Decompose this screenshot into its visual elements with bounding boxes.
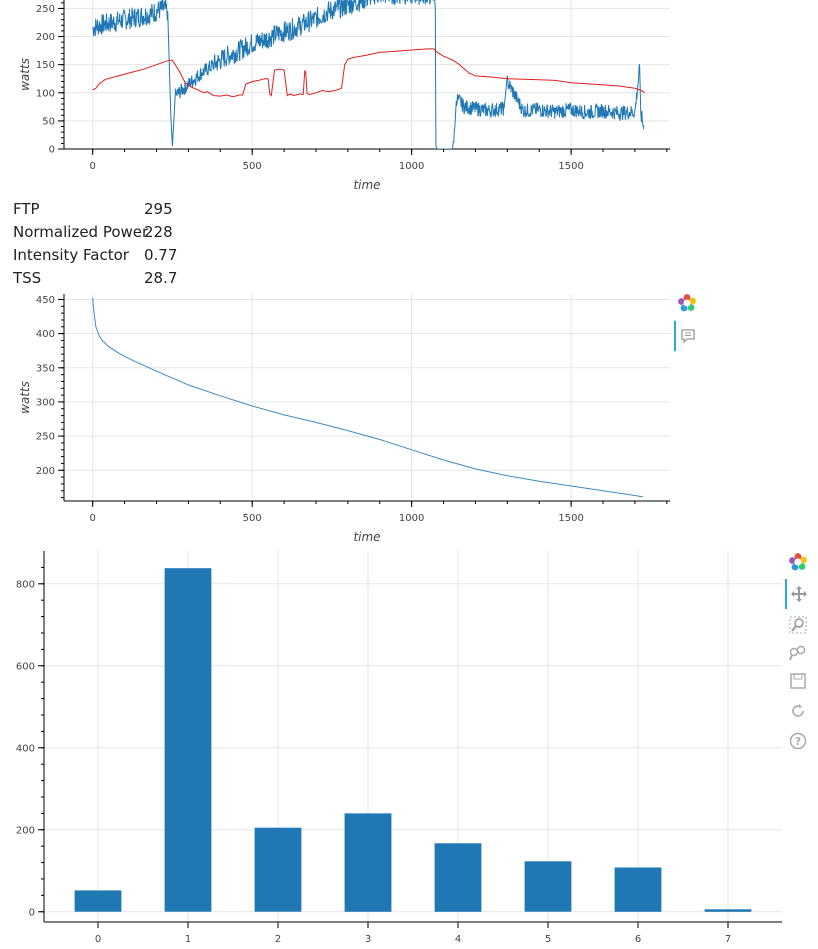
y-tick-label: 450 [36,295,55,306]
intensity-factor-value: 0.77 [144,246,178,264]
y-tick-label: 150 [36,60,55,71]
x-tick-label: 500 [243,161,262,172]
y-tick-label: 50 [42,116,55,127]
bar-zone-0 [74,890,122,912]
pan-tool-icon[interactable] [785,579,811,609]
x-tick-label: 1500 [558,513,583,524]
y-tick-label: 200 [36,32,55,43]
tss-row: TSS 28.7 [13,267,177,290]
zone-histogram-svg: 0 200 400 600 800 0 1 2 3 4 5 6 7 [16,551,782,945]
x-tick-label: 0 [95,934,101,945]
ftp-value: 295 [144,200,173,218]
x-tick-label: 1 [185,934,191,945]
y-axis-label: watts [18,381,32,414]
bar-zone-7 [704,909,752,912]
x-tick-label: 1000 [399,161,424,172]
power-curve-line [92,298,643,498]
tss-label: TSS [13,269,42,287]
smoothed-power-line [92,48,645,98]
x-axis-label: time [353,178,380,192]
x-tick-label: 5 [545,934,551,945]
y-tick-label: 250 [36,4,55,15]
intensity-factor-label: Intensity Factor [13,246,129,264]
x-tick-label: 7 [725,934,731,945]
y-tick-label: 100 [36,88,55,99]
x-tick-label: 3 [365,934,371,945]
x-tick-label: 500 [243,513,262,524]
stats-table: FTP 295 Normalized Power 228 Intensity F… [13,198,177,290]
bar-zone-3 [344,813,392,912]
box-zoom-icon[interactable] [786,613,810,637]
normalized-power-value: 228 [144,223,173,241]
bokeh-logo-icon[interactable] [786,550,810,574]
y-tick-label: 0 [29,907,35,918]
y-tick-label: 0 [49,145,55,156]
x-tick-label: 0 [90,513,96,524]
y-tick-label: 350 [36,363,55,374]
x-tick-label: 1500 [558,161,583,172]
power-curve-svg: 200 250 300 350 400 450 0 500 1000 1500 time watts [18,294,670,544]
x-tick-label: 4 [455,934,461,945]
tss-value: 28.7 [144,269,178,287]
ftp-label: FTP [13,200,40,218]
bar-zone-4 [434,843,482,912]
x-tick-label: 0 [90,161,96,172]
y-tick-label: 300 [36,397,55,408]
reset-icon[interactable] [786,699,810,723]
histogram-toolbar: ? [785,550,811,753]
bar-zone-2 [254,827,302,912]
power-timeseries-svg: 0 50 100 150 200 250 0 500 1000 1500 time watts [18,0,670,192]
x-tick-label: 2 [275,934,281,945]
hover-tool-icon[interactable] [674,321,700,351]
y-tick-label: 400 [36,329,55,340]
bar-zone-1 [164,568,212,912]
y-tick-label: 400 [16,743,35,754]
wheel-zoom-icon[interactable] [786,641,810,665]
bokeh-logo-icon[interactable] [675,291,699,315]
help-icon[interactable]: ? [786,729,810,753]
zone-histogram-plot: 0 200 400 600 800 0 1 2 3 4 5 6 7 [0,548,790,945]
y-tick-label: 200 [16,825,35,836]
bar-zone-5 [524,861,572,912]
x-tick-label: 6 [635,934,641,945]
y-axis-label: watts [18,58,32,91]
y-tick-label: 250 [36,432,55,443]
ftp-row: FTP 295 [13,198,177,221]
power-curve-plot: 200 250 300 350 400 450 0 500 1000 1500 time watts [0,288,680,548]
save-icon[interactable] [786,669,810,693]
normalized-power-row: Normalized Power 228 [13,221,177,244]
plot-area [92,0,645,149]
power-curve-toolbar [674,291,700,351]
x-axis-label: time [353,530,380,544]
bar-zone-6 [614,867,662,912]
normalized-power-label: Normalized Power [13,223,149,241]
intensity-factor-row: Intensity Factor 0.77 [13,244,177,267]
power-series-line [92,0,645,149]
svg-text:?: ? [795,735,801,748]
y-tick-label: 800 [16,579,35,590]
power-timeseries-plot: 0 50 100 150 200 250 0 500 1000 1500 time watts [0,0,680,195]
y-tick-label: 600 [16,661,35,672]
y-tick-label: 200 [36,466,55,477]
x-tick-label: 1000 [399,513,424,524]
